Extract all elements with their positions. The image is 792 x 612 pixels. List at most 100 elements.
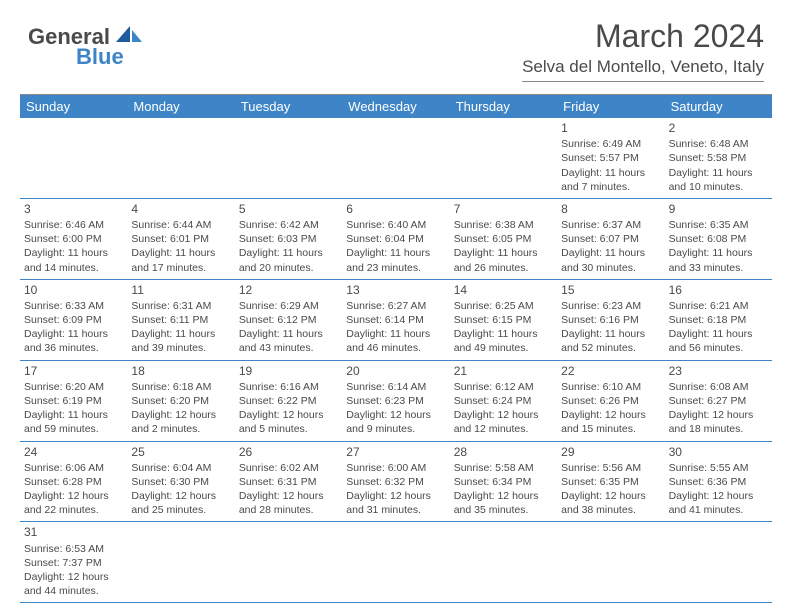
sunrise-line: Sunrise: 6:31 AM (131, 299, 230, 313)
sunrise-line: Sunrise: 6:48 AM (669, 137, 768, 151)
day-cell: 3Sunrise: 6:46 AMSunset: 6:00 PMDaylight… (20, 199, 127, 279)
daylight-line: Daylight: 11 hours and 39 minutes. (131, 327, 230, 355)
day-header: Friday (557, 95, 664, 118)
day-header: Wednesday (342, 95, 449, 118)
sunrise-line: Sunrise: 5:55 AM (669, 461, 768, 475)
daylight-line: Daylight: 11 hours and 10 minutes. (669, 166, 768, 194)
day-number: 27 (346, 444, 445, 460)
sunset-line: Sunset: 6:05 PM (454, 232, 553, 246)
sunrise-line: Sunrise: 6:21 AM (669, 299, 768, 313)
daylight-line: Daylight: 11 hours and 49 minutes. (454, 327, 553, 355)
sunset-line: Sunset: 6:15 PM (454, 313, 553, 327)
day-header: Thursday (450, 95, 557, 118)
day-cell: 7Sunrise: 6:38 AMSunset: 6:05 PMDaylight… (450, 199, 557, 279)
sunset-line: Sunset: 6:22 PM (239, 394, 338, 408)
daylight-line: Daylight: 11 hours and 23 minutes. (346, 246, 445, 274)
day-header: Monday (127, 95, 234, 118)
day-cell: 20Sunrise: 6:14 AMSunset: 6:23 PMDayligh… (342, 361, 449, 441)
day-number: 21 (454, 363, 553, 379)
sunrise-line: Sunrise: 5:58 AM (454, 461, 553, 475)
day-cell: 13Sunrise: 6:27 AMSunset: 6:14 PMDayligh… (342, 280, 449, 360)
sunset-line: Sunset: 6:34 PM (454, 475, 553, 489)
day-cell-empty (450, 522, 557, 602)
day-cell: 2Sunrise: 6:48 AMSunset: 5:58 PMDaylight… (665, 118, 772, 198)
day-number: 2 (669, 120, 768, 136)
day-cell: 28Sunrise: 5:58 AMSunset: 6:34 PMDayligh… (450, 442, 557, 522)
day-number: 14 (454, 282, 553, 298)
sunrise-line: Sunrise: 6:40 AM (346, 218, 445, 232)
logo-text-blue: Blue (76, 44, 142, 70)
day-cell: 30Sunrise: 5:55 AMSunset: 6:36 PMDayligh… (665, 442, 772, 522)
sunrise-line: Sunrise: 6:08 AM (669, 380, 768, 394)
daylight-line: Daylight: 11 hours and 14 minutes. (24, 246, 123, 274)
sunset-line: Sunset: 6:04 PM (346, 232, 445, 246)
sunset-line: Sunset: 6:12 PM (239, 313, 338, 327)
daylight-line: Daylight: 11 hours and 33 minutes. (669, 246, 768, 274)
day-number: 24 (24, 444, 123, 460)
daylight-line: Daylight: 12 hours and 44 minutes. (24, 570, 123, 598)
month-title: March 2024 (522, 18, 764, 55)
sunset-line: Sunset: 6:03 PM (239, 232, 338, 246)
day-cell: 4Sunrise: 6:44 AMSunset: 6:01 PMDaylight… (127, 199, 234, 279)
day-cell: 27Sunrise: 6:00 AMSunset: 6:32 PMDayligh… (342, 442, 449, 522)
day-number: 10 (24, 282, 123, 298)
sunset-line: Sunset: 6:26 PM (561, 394, 660, 408)
day-cell: 5Sunrise: 6:42 AMSunset: 6:03 PMDaylight… (235, 199, 342, 279)
day-number: 12 (239, 282, 338, 298)
sunrise-line: Sunrise: 6:46 AM (24, 218, 123, 232)
day-cell: 23Sunrise: 6:08 AMSunset: 6:27 PMDayligh… (665, 361, 772, 441)
sunrise-line: Sunrise: 6:38 AM (454, 218, 553, 232)
sunset-line: Sunset: 6:08 PM (669, 232, 768, 246)
daylight-line: Daylight: 11 hours and 52 minutes. (561, 327, 660, 355)
day-number: 9 (669, 201, 768, 217)
day-cell: 11Sunrise: 6:31 AMSunset: 6:11 PMDayligh… (127, 280, 234, 360)
sunrise-line: Sunrise: 6:27 AM (346, 299, 445, 313)
daylight-line: Daylight: 11 hours and 46 minutes. (346, 327, 445, 355)
day-cell: 24Sunrise: 6:06 AMSunset: 6:28 PMDayligh… (20, 442, 127, 522)
day-number: 6 (346, 201, 445, 217)
day-cell-empty (127, 118, 234, 198)
day-cell: 12Sunrise: 6:29 AMSunset: 6:12 PMDayligh… (235, 280, 342, 360)
day-cell: 10Sunrise: 6:33 AMSunset: 6:09 PMDayligh… (20, 280, 127, 360)
day-number: 15 (561, 282, 660, 298)
sunset-line: Sunset: 6:20 PM (131, 394, 230, 408)
day-number: 8 (561, 201, 660, 217)
sunset-line: Sunset: 6:19 PM (24, 394, 123, 408)
sunrise-line: Sunrise: 6:25 AM (454, 299, 553, 313)
daylight-line: Daylight: 11 hours and 20 minutes. (239, 246, 338, 274)
day-number: 29 (561, 444, 660, 460)
daylight-line: Daylight: 12 hours and 41 minutes. (669, 489, 768, 517)
sunrise-line: Sunrise: 6:02 AM (239, 461, 338, 475)
sunrise-line: Sunrise: 6:35 AM (669, 218, 768, 232)
daylight-line: Daylight: 12 hours and 9 minutes. (346, 408, 445, 436)
daylight-line: Daylight: 12 hours and 25 minutes. (131, 489, 230, 517)
day-cell-empty (127, 522, 234, 602)
calendar-week: 24Sunrise: 6:06 AMSunset: 6:28 PMDayligh… (20, 442, 772, 523)
sunset-line: Sunset: 6:14 PM (346, 313, 445, 327)
sunset-line: Sunset: 6:32 PM (346, 475, 445, 489)
sunrise-line: Sunrise: 6:33 AM (24, 299, 123, 313)
sunrise-line: Sunrise: 6:23 AM (561, 299, 660, 313)
day-cell: 31Sunrise: 6:53 AMSunset: 7:37 PMDayligh… (20, 522, 127, 602)
daylight-line: Daylight: 12 hours and 31 minutes. (346, 489, 445, 517)
calendar: SundayMondayTuesdayWednesdayThursdayFrid… (20, 94, 772, 603)
daylight-line: Daylight: 12 hours and 35 minutes. (454, 489, 553, 517)
title-block: March 2024 Selva del Montello, Veneto, I… (522, 18, 764, 82)
daylight-line: Daylight: 12 hours and 22 minutes. (24, 489, 123, 517)
sunset-line: Sunset: 6:28 PM (24, 475, 123, 489)
sunset-line: Sunset: 6:16 PM (561, 313, 660, 327)
daylight-line: Daylight: 12 hours and 18 minutes. (669, 408, 768, 436)
daylight-line: Daylight: 12 hours and 12 minutes. (454, 408, 553, 436)
day-number: 5 (239, 201, 338, 217)
day-cell: 9Sunrise: 6:35 AMSunset: 6:08 PMDaylight… (665, 199, 772, 279)
sunrise-line: Sunrise: 6:14 AM (346, 380, 445, 394)
day-number: 17 (24, 363, 123, 379)
calendar-week: 10Sunrise: 6:33 AMSunset: 6:09 PMDayligh… (20, 280, 772, 361)
day-cell-empty (235, 522, 342, 602)
day-number: 4 (131, 201, 230, 217)
daylight-line: Daylight: 12 hours and 2 minutes. (131, 408, 230, 436)
sunrise-line: Sunrise: 6:53 AM (24, 542, 123, 556)
day-cell: 18Sunrise: 6:18 AMSunset: 6:20 PMDayligh… (127, 361, 234, 441)
sunrise-line: Sunrise: 5:56 AM (561, 461, 660, 475)
day-cell: 17Sunrise: 6:20 AMSunset: 6:19 PMDayligh… (20, 361, 127, 441)
